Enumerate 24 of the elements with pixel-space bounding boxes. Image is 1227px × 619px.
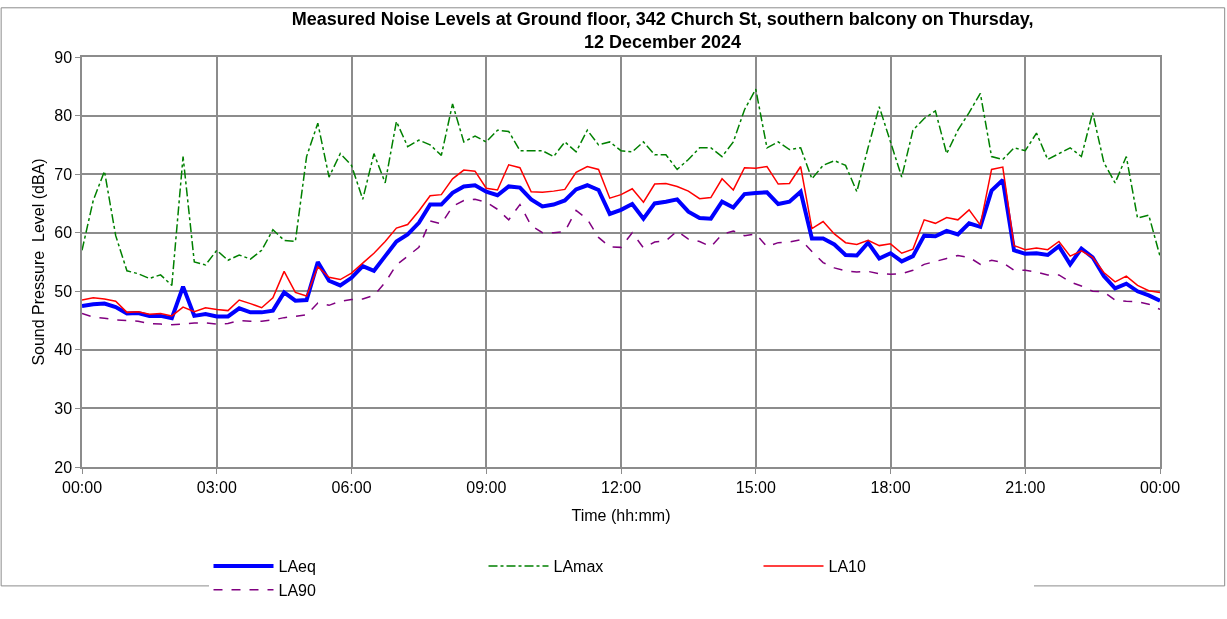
y-tick-label: 40 <box>54 341 73 359</box>
y-tick-label: 20 <box>54 458 73 476</box>
x-tick-label: 12:00 <box>600 478 642 496</box>
y-tick-label: 80 <box>54 107 73 125</box>
x-tick-label: 09:00 <box>466 478 507 496</box>
chart-title: Measured Noise Levels at Ground floor, 342 Church St, southern balcony on Thursday, 12 December 2024 <box>291 8 1034 53</box>
y-tick-label: 60 <box>54 224 73 242</box>
legend-label: LA90 <box>278 581 316 599</box>
y-tick-label: 50 <box>54 282 73 300</box>
x-tick-label: 18:00 <box>870 478 911 496</box>
y-tick-label: 70 <box>54 165 73 183</box>
x-tick-label: 15:00 <box>735 478 776 496</box>
legend-label: LAeq <box>278 558 316 576</box>
legend-label: LA10 <box>828 558 866 576</box>
x-tick-label: 06:00 <box>331 478 372 496</box>
x-tick-label: 00:00 <box>61 478 103 496</box>
x-axis-title: Time (hh:mm) <box>571 507 671 525</box>
y-tick-label: 90 <box>54 48 73 66</box>
y-axis-title: Sound Pressure Level (dBA) <box>29 158 47 366</box>
x-tick-label: 00:00 <box>1139 478 1181 496</box>
x-tick-label: 03:00 <box>196 478 237 496</box>
legend-label: LAmax <box>553 558 604 576</box>
y-tick-label: 30 <box>54 400 73 418</box>
x-tick-label: 21:00 <box>1005 478 1046 496</box>
